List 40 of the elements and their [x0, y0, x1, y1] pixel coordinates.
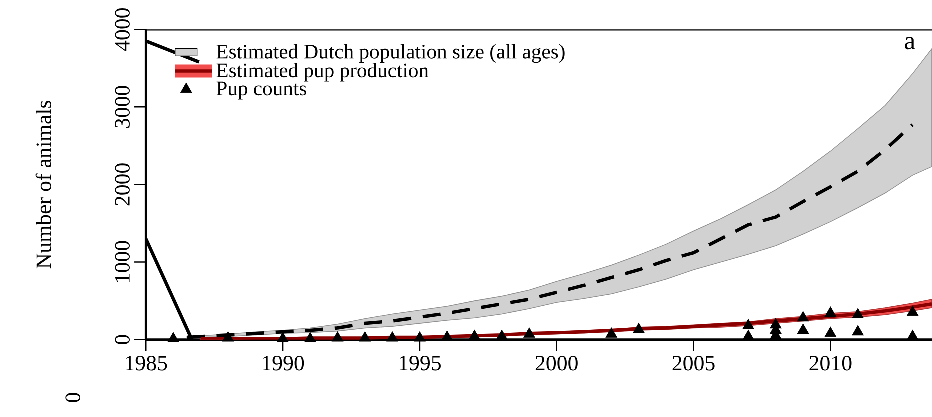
point — [742, 319, 754, 330]
x-tick-label: 2010 — [810, 356, 852, 371]
y-tick-label: 3000 — [115, 86, 130, 128]
y-tick-label: 2000 — [115, 164, 130, 206]
legend-label: Estimated pup production — [216, 63, 429, 82]
point — [824, 306, 837, 317]
y-tick-label: 0 — [115, 335, 130, 344]
point — [906, 306, 919, 316]
point — [222, 332, 234, 342]
legend-label: Estimated Dutch population size (all ages) — [216, 44, 565, 64]
point — [332, 332, 344, 342]
point — [797, 311, 810, 322]
point — [168, 332, 180, 343]
point — [304, 332, 316, 343]
point — [386, 332, 398, 342]
point — [606, 328, 618, 338]
point — [359, 332, 372, 342]
point — [633, 323, 645, 334]
legend-label: Pup counts — [216, 82, 306, 100]
x-tick-label: 1995 — [400, 356, 441, 371]
point — [414, 332, 426, 342]
point — [277, 332, 289, 343]
y-axis-title: Number of animals — [36, 100, 52, 269]
point — [742, 330, 754, 340]
point — [524, 328, 536, 338]
point — [824, 326, 837, 338]
annotation: a — [905, 37, 916, 50]
point — [852, 308, 864, 318]
point — [906, 330, 919, 340]
x-tick-label: 1985 — [126, 356, 168, 371]
x-tick-label: 2005 — [672, 356, 715, 371]
y-tick-label: 1000 — [115, 241, 130, 282]
y-tick-label: 4000 — [115, 8, 130, 52]
point — [852, 325, 864, 336]
point — [496, 330, 508, 340]
point — [468, 330, 481, 340]
point — [797, 324, 810, 334]
text: 0 — [66, 393, 80, 402]
x-tick-label: 1990 — [263, 356, 304, 371]
x-tick-label: 2000 — [536, 356, 578, 371]
